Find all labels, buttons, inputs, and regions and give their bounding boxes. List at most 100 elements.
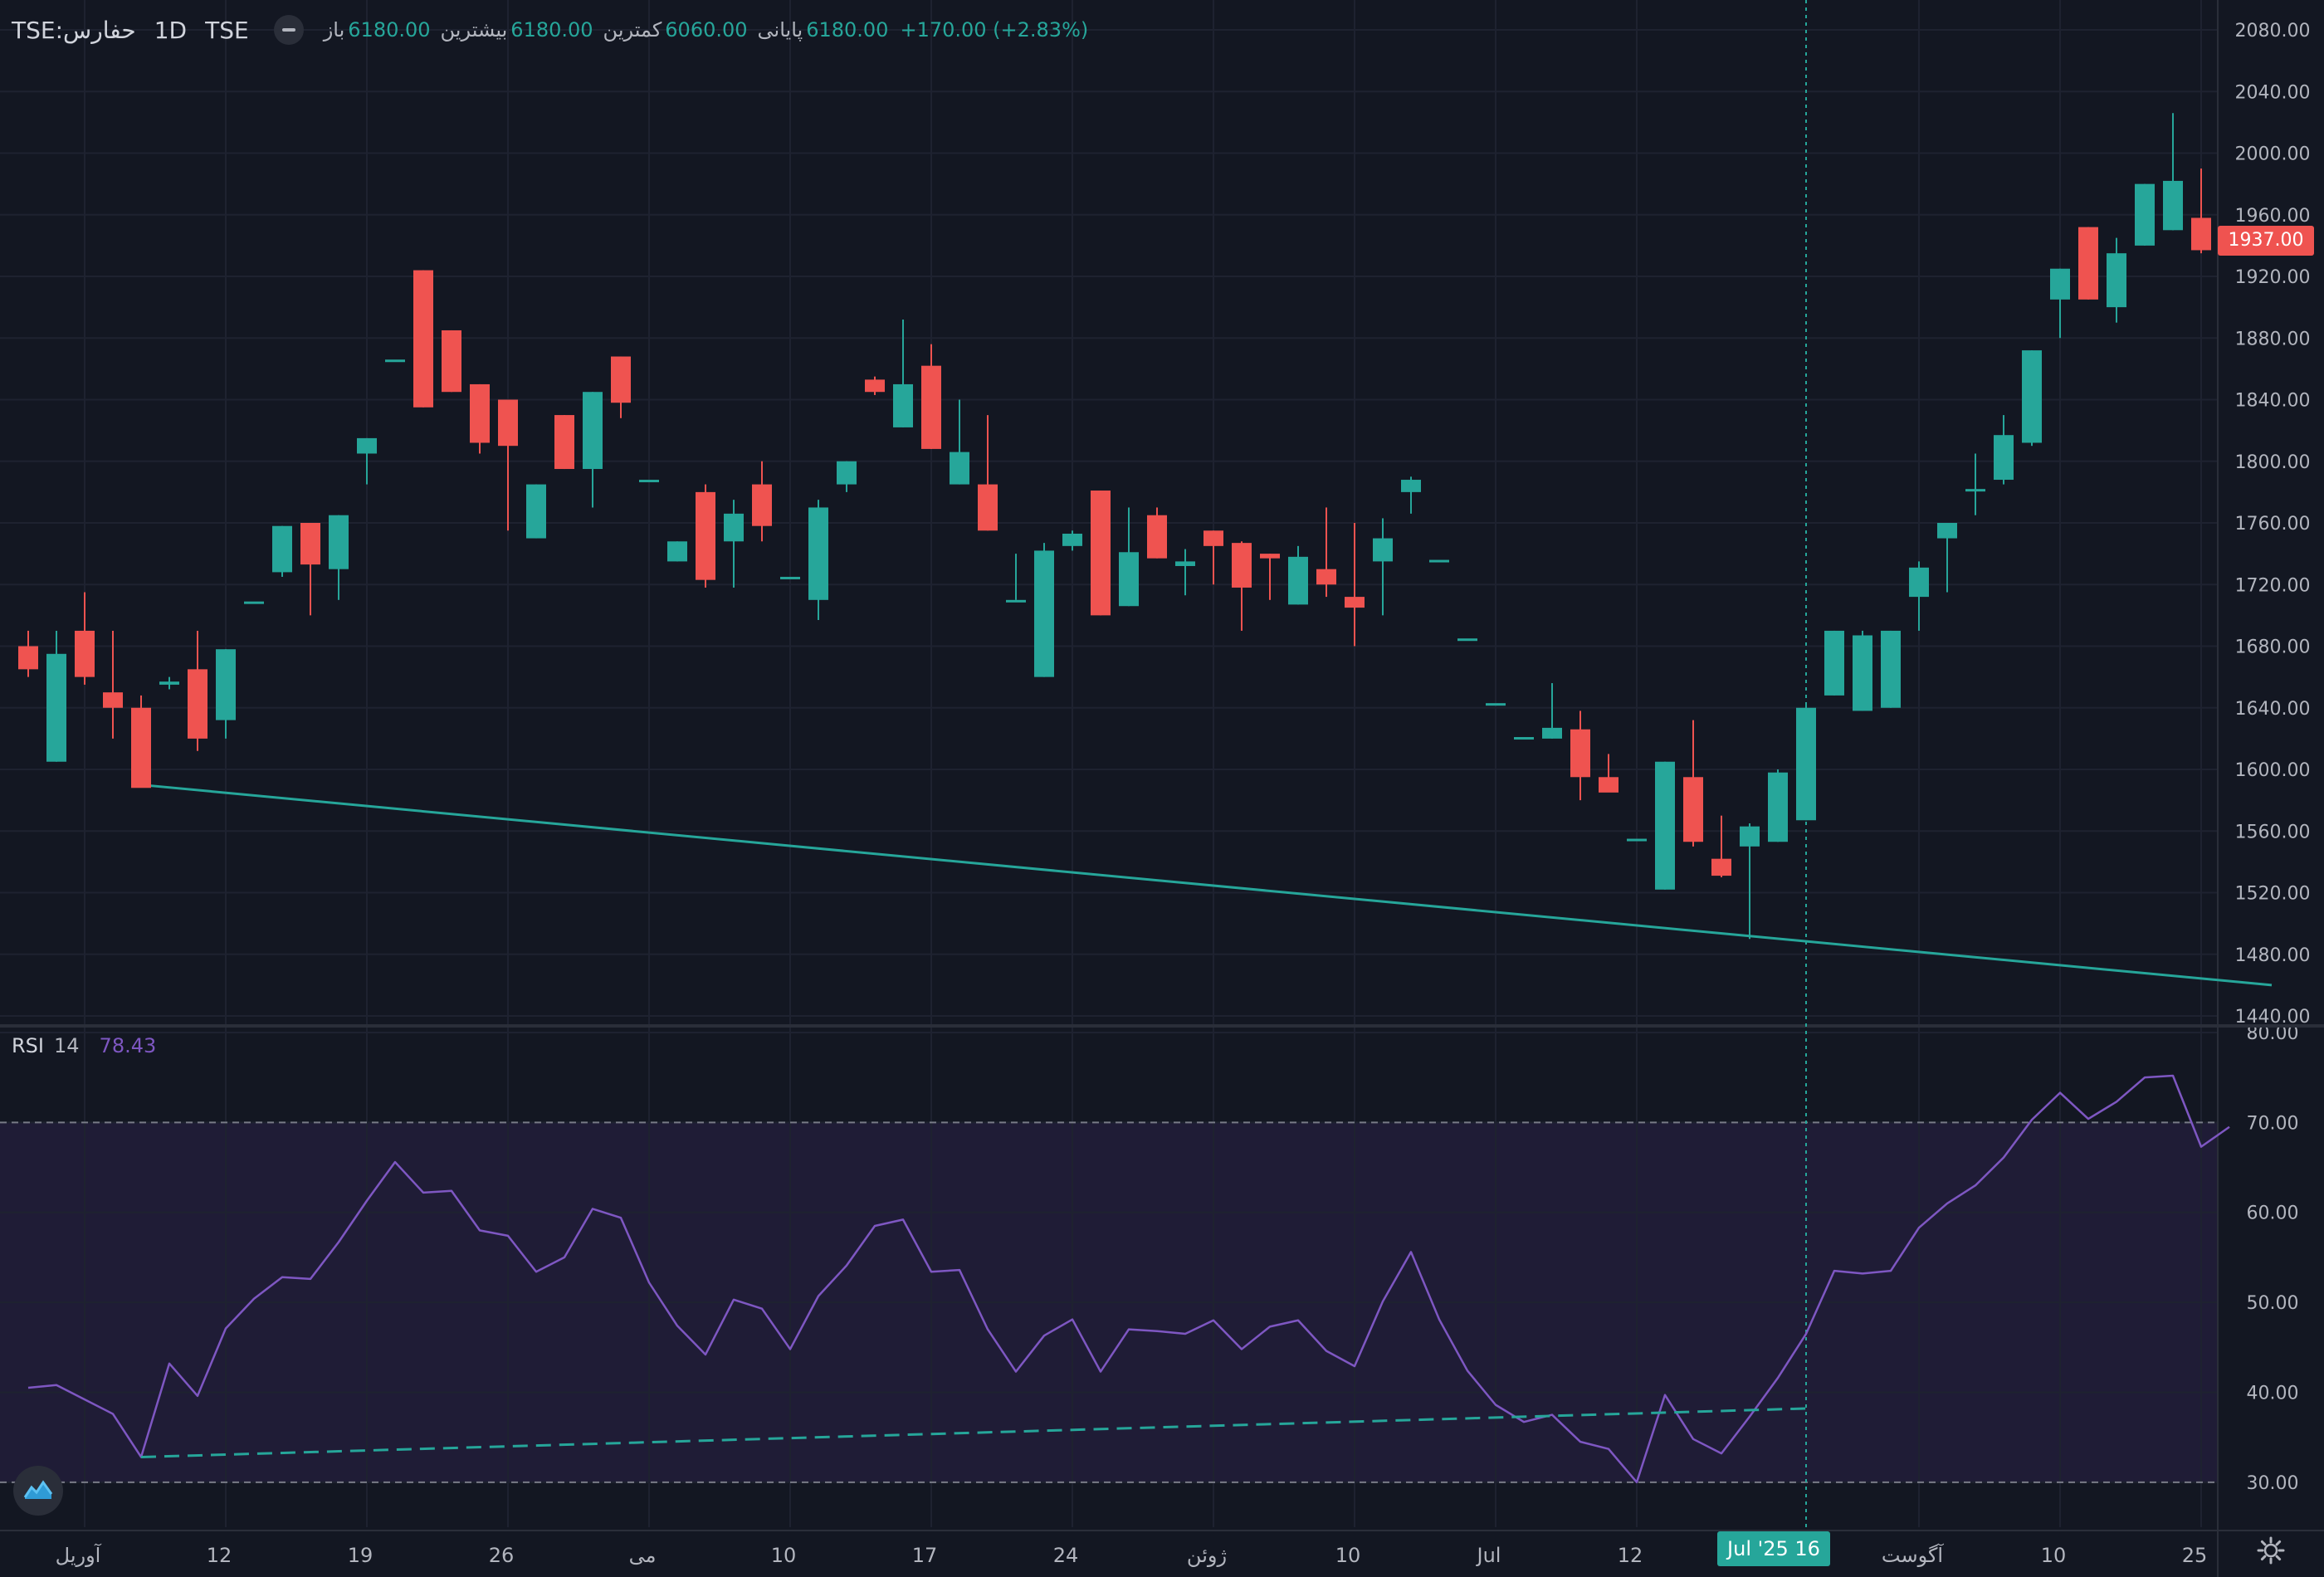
candle-body	[1345, 597, 1365, 608]
tradingview-logo-icon[interactable]	[13, 1466, 63, 1516]
interval-label[interactable]: 1D	[154, 16, 188, 44]
candle-body	[978, 484, 998, 531]
time-axis-tick: 12	[207, 1544, 232, 1567]
candle-body	[1062, 533, 1082, 546]
rsi-name[interactable]: RSI	[12, 1034, 44, 1057]
candle-body	[893, 383, 913, 427]
candle-body	[1119, 552, 1139, 607]
candle-body	[75, 630, 95, 677]
candle-body	[696, 491, 715, 580]
gear-icon[interactable]	[2254, 1534, 2287, 1567]
candle-body	[1570, 729, 1590, 778]
last-price-label: 1937.00	[2218, 226, 2314, 256]
candle-body	[272, 525, 292, 573]
time-axis-tick: 10	[2041, 1544, 2067, 1567]
rsi-axis-tick: 60.00	[2247, 1204, 2299, 1224]
price-axis-tick: 1560.00	[2235, 822, 2311, 842]
minus-circle-icon[interactable]	[273, 15, 304, 45]
candle-body	[1316, 569, 1336, 585]
ohlc-label: بیشترین	[440, 18, 508, 42]
ohlc-label: کمترین	[603, 18, 662, 42]
candle-body	[1740, 826, 1760, 847]
candle-body	[2135, 183, 2155, 246]
candle-body	[1655, 761, 1675, 890]
candle-body	[667, 541, 687, 562]
candle-body	[413, 270, 433, 408]
price-axis-tick: 2040.00	[2235, 82, 2311, 103]
time-axis-tick: 25	[2182, 1544, 2208, 1567]
candle-body	[46, 653, 66, 762]
time-axis-tick: 17	[912, 1544, 938, 1567]
candle-body	[583, 392, 603, 470]
candle-body	[18, 646, 38, 670]
candle-body	[1599, 777, 1618, 793]
candle-body	[1542, 727, 1562, 739]
symbol-legend: TSE:حفارس 1D TSE باز 6180.00 بیشترین 6180.0…	[12, 13, 1088, 46]
time-axis-tick: ژوئن	[1187, 1544, 1227, 1567]
ohlc-value: 6180.00	[806, 18, 889, 42]
candle-body	[1232, 543, 1252, 588]
candle-body	[1796, 707, 1816, 821]
ohlc-values: باز 6180.00 بیشترین 6180.00 کمترین 6060.00 پای…	[324, 18, 889, 42]
time-axis-tick: آوریل	[56, 1543, 102, 1567]
candle-body	[1429, 559, 1449, 563]
candle-body	[188, 669, 208, 739]
price-axis-tick: 1720.00	[2235, 575, 2311, 596]
price-axis-tick: 1600.00	[2235, 760, 2311, 781]
candle-body	[639, 480, 659, 483]
candle-body	[1881, 630, 1901, 708]
candle-body	[865, 379, 885, 393]
price-axis-tick: 1640.00	[2235, 699, 2311, 720]
candle-body	[921, 365, 941, 449]
candle-body	[554, 415, 574, 470]
candle-body	[780, 576, 800, 579]
candle-body	[244, 601, 264, 604]
candle-body	[1091, 491, 1111, 616]
candle-body	[1711, 858, 1731, 876]
price-axis-tick: 1920.00	[2235, 267, 2311, 288]
rsi-line	[27, 1074, 2230, 1484]
price-axis-tick: 1680.00	[2235, 637, 2311, 658]
price-axis-tick: 1880.00	[2235, 329, 2311, 349]
candle-body	[216, 649, 236, 720]
candle-body	[103, 692, 123, 708]
candle-body	[1034, 550, 1054, 677]
candle-body	[2107, 253, 2126, 308]
support-trendline[interactable]	[140, 784, 2273, 987]
candle-body	[329, 515, 349, 569]
crosshair-time-label: Jul '25 16	[1717, 1531, 1830, 1566]
candle-body	[950, 452, 969, 485]
candle-body	[2022, 350, 2042, 443]
candle-body	[470, 383, 490, 443]
price-axis-tick: 1800.00	[2235, 452, 2311, 473]
candle-body	[1683, 777, 1703, 842]
candle-body	[357, 437, 377, 454]
time-axis-tick: 10	[771, 1544, 797, 1567]
price-axis-tick: 1960.00	[2235, 206, 2311, 227]
candle-body	[526, 484, 546, 539]
time-axis-tick: 26	[489, 1544, 515, 1567]
time-axis-tick: 19	[348, 1544, 374, 1567]
candle-body	[1824, 630, 1844, 696]
candle-body	[1937, 523, 1957, 539]
time-axis-tick: Jul	[1476, 1544, 1501, 1567]
candle-body	[1627, 838, 1647, 842]
candle-body	[2191, 217, 2211, 251]
symbol-name[interactable]: TSE:حفارس	[12, 16, 136, 44]
price-axis-tick: 1520.00	[2235, 884, 2311, 905]
candle-body	[2050, 268, 2070, 300]
candle-body	[1175, 561, 1195, 566]
time-axis-tick: آگوست	[1882, 1543, 1945, 1567]
price-axis-tick: 1760.00	[2235, 514, 2311, 535]
candle-body	[724, 513, 744, 542]
price-axis-tick: 1840.00	[2235, 391, 2311, 412]
time-axis-tick: 10	[1335, 1544, 1361, 1567]
rsi-legend: RSI 14 78.43	[12, 1034, 156, 1057]
ohlc-value: 6180.00	[510, 18, 593, 42]
price-axis-tick: 2080.00	[2235, 21, 2311, 42]
candle-body	[442, 330, 461, 393]
candle-body	[385, 359, 405, 363]
candle-body	[1288, 556, 1308, 605]
candle-body	[752, 484, 772, 526]
